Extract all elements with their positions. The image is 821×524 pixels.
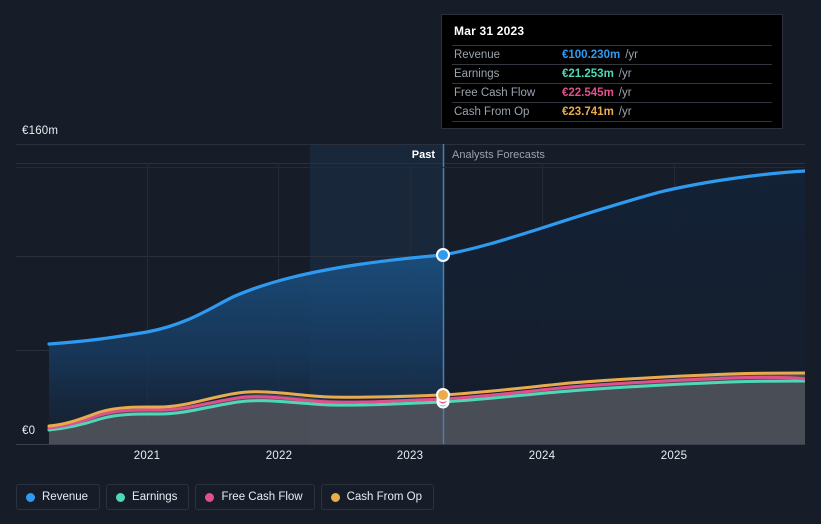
x-axis-label-2023: 2023 bbox=[396, 450, 424, 462]
legend-label-free-cash-flow: Free Cash Flow bbox=[221, 491, 303, 503]
tooltip-value-revenue: €100.230m bbox=[562, 49, 621, 61]
x-axis-label-2021: 2021 bbox=[133, 450, 161, 462]
tooltip-row-free-cash-flow: Free Cash Flow €22.545m /yr bbox=[452, 83, 772, 102]
legend-label-cash-from-op: Cash From Op bbox=[346, 491, 423, 503]
tooltip-value-cash-from-op: €23.741m bbox=[562, 106, 614, 118]
x-axis-label-2025: 2025 bbox=[660, 450, 688, 462]
tooltip-row-cash-from-op: Cash From Op €23.741m /yr bbox=[452, 102, 772, 122]
analysts-forecasts-band-label: Analysts Forecasts bbox=[452, 149, 545, 161]
series-line-revenue bbox=[47, 169, 805, 346]
tooltip-label-revenue: Revenue bbox=[454, 49, 501, 61]
legend-dot-earnings-icon bbox=[116, 492, 126, 502]
legend-dot-cash-from-op-icon bbox=[330, 492, 340, 502]
legend-dot-revenue-icon bbox=[26, 492, 35, 502]
data-point-tooltip: Mar 31 2023 Revenue €100.230m /yr Earnin… bbox=[441, 14, 783, 129]
x-axis-label-2024: 2024 bbox=[528, 450, 556, 462]
legend-item-revenue[interactable]: Revenue bbox=[16, 484, 101, 510]
x-axis-label-2022: 2022 bbox=[265, 450, 293, 462]
legend-label-revenue: Revenue bbox=[42, 491, 89, 503]
tooltip-unit-cash-from-op: /yr bbox=[618, 106, 632, 118]
y-axis-label-max: €160m bbox=[18, 124, 65, 138]
tooltip-unit-revenue: /yr bbox=[625, 49, 638, 61]
legend-item-cash-from-op[interactable]: Cash From Op bbox=[320, 484, 435, 510]
marker-cash-from-op[interactable] bbox=[436, 388, 450, 402]
chart-legend: Revenue Earnings Free Cash Flow Cash Fro… bbox=[16, 484, 435, 510]
tooltip-unit-earnings: /yr bbox=[618, 68, 632, 80]
tooltip-value-free-cash-flow: €22.545m bbox=[562, 87, 614, 99]
tooltip-value-earnings: €21.253m bbox=[562, 68, 614, 80]
tooltip-date: Mar 31 2023 bbox=[454, 24, 525, 38]
series-line-earnings bbox=[47, 379, 805, 432]
tooltip-row-revenue: Revenue €100.230m /yr bbox=[452, 45, 772, 64]
legend-label-earnings: Earnings bbox=[132, 491, 178, 503]
tooltip-label-free-cash-flow: Free Cash Flow bbox=[454, 87, 536, 99]
hover-markers bbox=[436, 248, 450, 409]
legend-dot-free-cash-flow-icon bbox=[205, 492, 215, 502]
tooltip-row-earnings: Earnings €21.253m /yr bbox=[452, 64, 772, 83]
tooltip-label-cash-from-op: Cash From Op bbox=[454, 106, 530, 118]
legend-item-earnings[interactable]: Earnings bbox=[106, 484, 190, 510]
legend-item-free-cash-flow[interactable]: Free Cash Flow bbox=[195, 484, 315, 510]
y-axis-label-zero: €0 bbox=[18, 424, 42, 438]
chart-plot-area bbox=[16, 144, 805, 445]
tooltip-label-earnings: Earnings bbox=[454, 68, 500, 80]
past-band-label: Past bbox=[411, 149, 435, 161]
chart-svg bbox=[16, 144, 805, 445]
tooltip-unit-free-cash-flow: /yr bbox=[618, 87, 632, 99]
series-line-cash-from-op bbox=[47, 371, 805, 428]
marker-revenue[interactable] bbox=[436, 248, 450, 262]
cash-area-fill bbox=[49, 372, 805, 445]
series-line-free-cash-flow bbox=[47, 375, 805, 430]
